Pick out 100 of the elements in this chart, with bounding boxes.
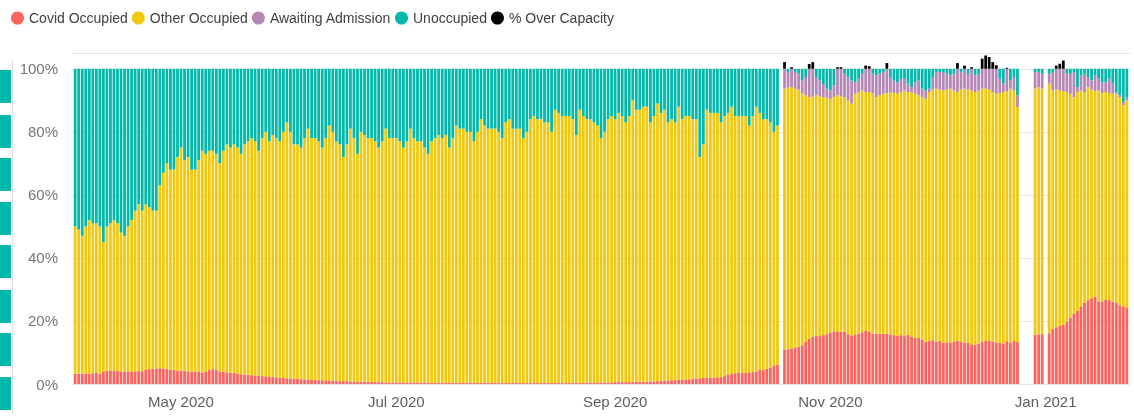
bar: [829, 98, 832, 333]
bar: [87, 373, 91, 384]
bar: [334, 68, 338, 142]
bar: [218, 371, 222, 384]
legend-label: Other Occupied: [149, 10, 248, 26]
x-tick-label: Sep 2020: [583, 393, 648, 410]
bar: [804, 342, 808, 384]
bar: [211, 369, 215, 384]
bar: [250, 375, 253, 384]
bar: [98, 373, 102, 384]
bar: [977, 90, 981, 344]
bar: [864, 330, 868, 384]
bar: [147, 369, 151, 384]
bar: [133, 371, 137, 384]
bar: [207, 150, 211, 370]
bar: [920, 339, 924, 384]
bar: [896, 335, 899, 384]
bar: [204, 153, 208, 372]
bar: [687, 68, 691, 117]
bar: [903, 78, 906, 91]
bar: [878, 68, 882, 74]
bar: [1069, 317, 1072, 384]
bar: [860, 90, 864, 333]
bar: [536, 119, 539, 384]
bar: [144, 204, 148, 370]
bar: [440, 68, 444, 139]
bar: [183, 370, 186, 384]
bar: [797, 73, 801, 90]
bar: [1016, 95, 1019, 107]
bar: [687, 379, 691, 384]
bar: [687, 116, 691, 380]
bar: [1001, 68, 1005, 84]
bar: [709, 112, 712, 378]
bar: [514, 128, 518, 384]
bar: [701, 378, 705, 384]
bar: [804, 68, 808, 77]
bar: [769, 122, 772, 368]
bar: [317, 380, 321, 384]
bar: [1100, 301, 1104, 384]
bar: [281, 378, 285, 384]
bar: [691, 119, 695, 379]
bar: [987, 340, 991, 384]
bar: [1083, 73, 1086, 93]
bar: [274, 68, 278, 139]
bar: [296, 68, 299, 145]
bar: [963, 68, 966, 89]
bar: [945, 73, 949, 90]
bar: [945, 68, 949, 74]
bar: [881, 71, 885, 94]
bar: [730, 373, 733, 384]
bar: [1037, 71, 1040, 88]
bar: [200, 372, 204, 384]
bar: [864, 92, 868, 331]
bar: [994, 342, 998, 384]
bar: [684, 116, 688, 380]
bar: [116, 371, 119, 384]
bar: [941, 68, 945, 72]
bar: [991, 341, 995, 384]
bar: [193, 371, 197, 384]
bar: [557, 68, 561, 113]
bar: [761, 68, 765, 120]
bar: [747, 68, 751, 126]
bar: [910, 336, 913, 384]
bar: [1005, 91, 1009, 342]
bar: [991, 68, 995, 93]
bar: [207, 68, 211, 151]
bar: [825, 68, 829, 89]
bar: [327, 125, 331, 381]
bar: [850, 68, 853, 81]
bar: [73, 68, 77, 227]
bar: [317, 141, 321, 381]
bar: [211, 150, 215, 370]
bar: [765, 119, 769, 369]
bar: [137, 204, 141, 372]
bar: [881, 68, 885, 72]
bar: [147, 207, 151, 370]
bar: [740, 372, 744, 384]
bar: [1009, 88, 1012, 343]
bar: [910, 92, 913, 337]
bar: [934, 88, 938, 342]
bar: [1114, 68, 1118, 93]
bar: [1100, 68, 1104, 83]
bar: [341, 68, 345, 158]
bar: [691, 68, 695, 120]
bar: [384, 128, 388, 383]
bar: [917, 337, 921, 384]
bar: [1051, 71, 1055, 91]
bar: [889, 92, 892, 335]
bar: [320, 68, 324, 148]
bar: [264, 131, 268, 377]
bar: [984, 340, 988, 384]
bar: [821, 97, 825, 336]
bar: [945, 342, 949, 384]
bar: [656, 103, 659, 382]
bar: [1001, 92, 1005, 344]
bar: [1121, 101, 1125, 106]
bar: [1121, 306, 1125, 384]
bar: [811, 68, 815, 97]
bar: [1090, 298, 1093, 384]
bar: [514, 68, 518, 129]
